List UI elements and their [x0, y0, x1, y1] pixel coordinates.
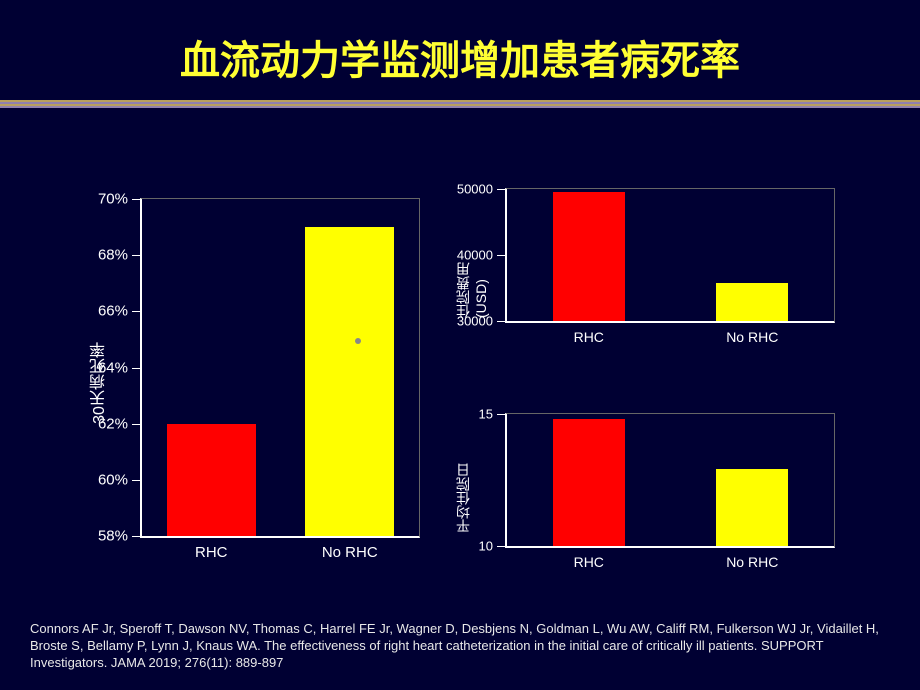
slide-title: 血流动力学监测增加患者病死率 — [0, 0, 920, 100]
title-divider — [0, 100, 920, 108]
chart-stay-plot: 1015RHCNo RHC — [505, 413, 835, 548]
ytick-label: 68% — [98, 247, 128, 264]
xtick-label: No RHC — [726, 554, 778, 570]
ytick-label: 10 — [479, 539, 493, 554]
bullet-dot-icon — [355, 338, 361, 344]
citation-text: Connors AF Jr, Speroff T, Dawson NV, Tho… — [30, 621, 890, 672]
chart-cost-plot: 300004000050000RHCNo RHC — [505, 188, 835, 323]
ytick-label: 50000 — [457, 182, 493, 197]
bar — [716, 469, 788, 546]
bar — [305, 227, 394, 536]
xtick-label: No RHC — [322, 544, 378, 561]
bar — [716, 283, 788, 321]
chart-stay-ylabel: 平均住院日 — [453, 463, 473, 533]
chart-mortality-plot: 58%60%62%64%66%68%70%RHCNo RHC — [140, 198, 420, 538]
content-area: 58%60%62%64%66%68%70%RHCNo RHC 30天病死率 30… — [0, 108, 920, 578]
ytick-label: 60% — [98, 471, 128, 488]
bar — [553, 419, 625, 546]
chart-cost: 300004000050000RHCNo RHC 住院费用(USD) — [455, 183, 855, 363]
chart-mortality-ylabel: 30天病死率 — [88, 342, 112, 424]
ytick-label: 70% — [98, 191, 128, 208]
ytick-label: 15 — [479, 407, 493, 422]
ytick-label: 66% — [98, 303, 128, 320]
bar — [167, 424, 256, 536]
xtick-label: RHC — [574, 329, 604, 345]
chart-stay: 1015RHCNo RHC 平均住院日 — [455, 408, 855, 588]
chart-cost-ylabel: 住院费用(USD) — [453, 228, 489, 318]
ytick-label: 58% — [98, 528, 128, 545]
xtick-label: RHC — [195, 544, 228, 561]
xtick-label: No RHC — [726, 329, 778, 345]
bar — [553, 192, 625, 321]
chart-mortality: 58%60%62%64%66%68%70%RHCNo RHC 30天病死率 — [90, 188, 420, 578]
xtick-label: RHC — [574, 554, 604, 570]
